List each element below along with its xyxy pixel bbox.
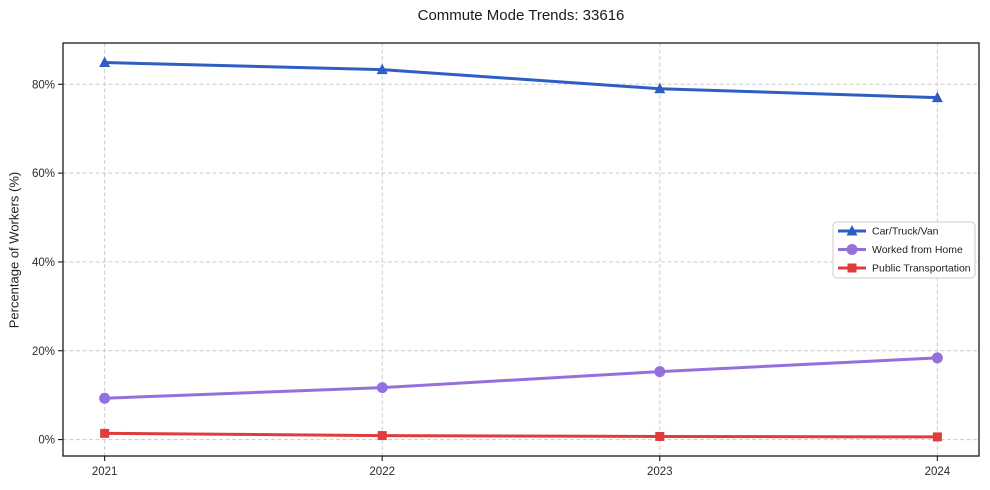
circle-marker xyxy=(846,244,858,255)
circle-marker xyxy=(99,392,111,404)
square-marker xyxy=(100,428,110,438)
series-line-public-transportation xyxy=(103,431,939,439)
square-marker xyxy=(655,431,665,441)
series-line-worked-from-home xyxy=(103,356,939,400)
x-tick-label: 2021 xyxy=(92,466,118,478)
y-tick-label: 40% xyxy=(32,257,55,269)
circle-marker xyxy=(376,382,388,394)
legend-label: Worked from Home xyxy=(872,244,963,256)
triangle-marker xyxy=(846,225,858,236)
circle-marker xyxy=(654,366,666,378)
triangle-marker xyxy=(99,56,111,68)
x-tick-label: 2023 xyxy=(647,466,673,478)
legend: Car/Truck/Van Worked from Home Public Tran… xyxy=(832,221,976,279)
chart-title: Commute Mode Trends: 33616 xyxy=(417,7,625,24)
legend-label: Public Transportation xyxy=(872,263,971,275)
x-tick-label: 2022 xyxy=(369,466,395,478)
square-marker xyxy=(377,431,387,441)
triangle-marker xyxy=(931,91,943,103)
series-car-truck-van xyxy=(99,56,943,103)
y-tick-label: 20% xyxy=(32,346,55,358)
y-tick-label: 0% xyxy=(38,435,55,447)
legend-box xyxy=(832,221,976,279)
series-line-car-truck-van xyxy=(103,61,939,100)
triangle-marker xyxy=(654,82,666,94)
square-marker xyxy=(847,263,857,273)
triangle-marker xyxy=(376,63,388,75)
y-tick-label: 80% xyxy=(32,79,55,91)
plot-border xyxy=(62,42,980,457)
circle-marker xyxy=(931,352,943,364)
square-marker xyxy=(932,432,942,442)
y-tick-label: 60% xyxy=(32,168,55,180)
series-public-transportation xyxy=(100,428,942,442)
legend-item-car-truck-van: Car/Truck/Van xyxy=(838,225,939,238)
x-tick-label: 2024 xyxy=(925,466,951,478)
series-worked-from-home xyxy=(99,352,943,404)
legend-item-public-transportation: Public Transportation xyxy=(838,263,971,275)
legend-item-worked-from-home: Worked from Home xyxy=(838,244,963,256)
legend-label: Car/Truck/Van xyxy=(872,226,939,238)
